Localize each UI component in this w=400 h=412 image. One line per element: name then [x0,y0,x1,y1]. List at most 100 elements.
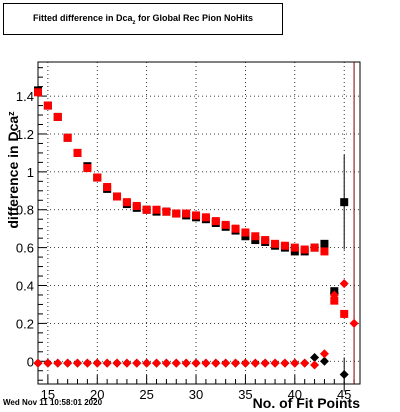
black-square-point [340,198,349,207]
x-tick-label: 30 [189,387,203,402]
red-square-point [261,236,270,245]
red-diamond-point [53,358,63,368]
red-square-point [83,164,92,173]
red-square-point [93,173,102,182]
chart-title-sub: z [132,19,136,26]
red-diamond-point [191,358,201,368]
y-tick-label: 1.2 [16,127,34,142]
red-diamond-point [201,358,211,368]
y-tick-label: 0.4 [16,279,34,294]
red-diamond-point [181,358,191,368]
red-square-point [73,148,82,157]
red-square-point [192,211,201,220]
red-square-point [251,232,260,241]
red-diamond-point [112,358,122,368]
red-diamond-point [171,358,181,368]
chart-title-rest: for Global Rec Pion NoHits [135,13,254,23]
red-diamond-point [92,358,102,368]
black-square-point [320,239,329,248]
red-diamond-point [280,358,290,368]
red-diamond-point [300,358,310,368]
x-tick-label: 25 [139,387,153,402]
black-diamond-point [310,352,320,362]
red-square-point [132,201,141,210]
data-points [33,62,359,392]
red-square-point [43,101,52,110]
red-diamond-point [319,349,329,359]
red-diamond-point [142,358,152,368]
red-diamond-point [211,358,221,368]
y-tick-label: 0.8 [16,203,34,218]
y-axis-title-sub: z [6,111,16,116]
red-square-point [280,241,289,250]
red-diamond-point [63,358,73,368]
chart-title-box: Fitted difference in Dcaz for Global Rec… [3,3,283,35]
red-square-point [53,112,62,121]
red-diamond-point [33,358,43,368]
red-square-point [310,243,319,252]
red-diamond-point [122,358,132,368]
red-square-point [320,247,329,256]
x-tick-label: 35 [238,387,252,402]
red-diamond-point [270,358,280,368]
red-diamond-point [310,360,320,370]
red-diamond-point [82,358,92,368]
y-axis-title: difference in Dcaz [5,111,21,229]
y-axis-title-main: difference in Dca [5,116,21,229]
red-diamond-point [231,358,241,368]
red-diamond-point [329,290,339,300]
y-tick-label: 0.2 [16,316,34,331]
red-diamond-point [73,358,83,368]
red-square-point [103,183,112,192]
red-square-point [152,205,161,214]
red-square-point [330,296,339,305]
y-tick-label: 1 [27,165,34,180]
red-diamond-point [290,358,300,368]
red-square-point [211,217,220,226]
red-square-point [241,228,250,237]
x-tick-label: 45 [337,387,351,402]
red-diamond-point [260,358,270,368]
chart-title-main: Fitted difference in Dca [32,13,133,23]
red-square-point [231,224,240,233]
red-diamond-point [43,358,53,368]
red-square-point [162,207,171,216]
red-square-point [113,192,122,201]
y-tick-label: 1.4 [16,89,34,104]
red-square-point [122,198,131,207]
plot-frame [37,61,361,385]
timestamp-label: Wed Nov 11 10:58:01 2020 [3,398,102,407]
timestamp-text: Wed Nov 11 10:58:01 2020 [3,398,103,407]
y-tick-label: 0.6 [16,241,34,256]
red-diamond-point [102,358,112,368]
red-square-point [172,209,181,218]
y-tick-label: 0 [27,354,34,369]
red-diamond-point [132,358,142,368]
red-diamond-point [221,358,231,368]
red-diamond-point [250,358,260,368]
red-square-point [142,205,151,214]
x-tick-label: 15 [41,387,55,402]
red-diamond-point [152,358,162,368]
chart-title: Fitted difference in Dcaz for Global Rec… [4,13,282,26]
red-diamond-point [240,358,250,368]
red-diamond-point [349,318,359,328]
red-diamond-point [161,358,171,368]
x-tick-label: 40 [288,387,302,402]
x-tick-label: 20 [90,387,104,402]
red-square-point [34,88,42,97]
red-square-point [271,239,280,248]
red-square-point [340,309,349,318]
grid-lines [38,62,360,384]
red-square-point [290,243,299,252]
red-square-point [221,220,230,229]
red-square-point [182,209,191,218]
black-diamond-point [339,370,349,380]
black-diamond-point [319,356,329,366]
axes: 15 20 25 30 35 40 45 0 0.2 0.4 0.6 0.8 1 1.2 1.4 [16,67,355,402]
red-diamond-point [339,279,349,289]
red-square-point [300,245,309,254]
red-square-point [201,213,210,222]
x-axis-title: No. of Fit Points [253,395,361,411]
